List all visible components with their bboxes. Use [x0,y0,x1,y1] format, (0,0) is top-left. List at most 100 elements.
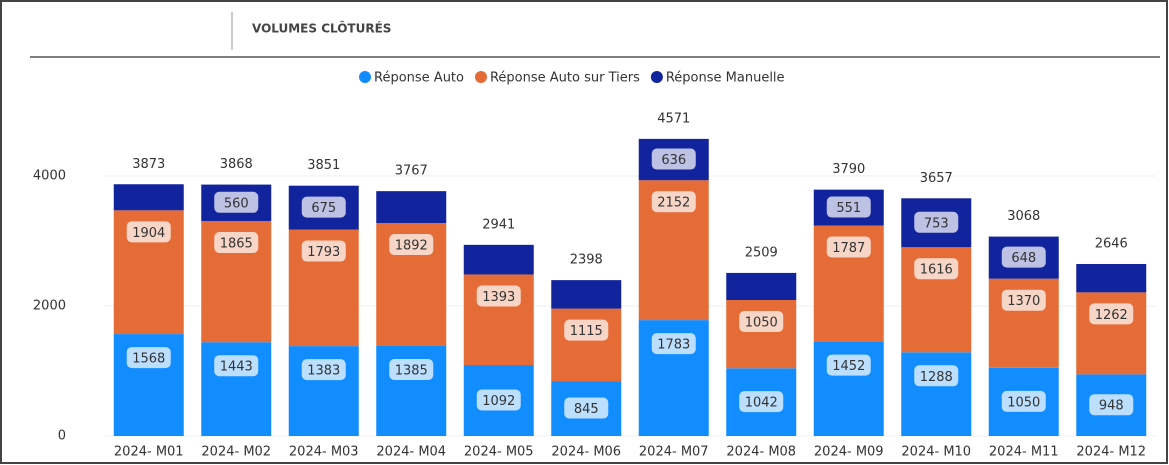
total-label: 3851 [307,158,340,173]
data-label: 845 [574,402,599,417]
x-tick-label: 2024- M10 [901,445,971,460]
x-tick-label: 2024- M02 [201,445,271,460]
data-label: 1262 [1095,308,1128,323]
data-label: 1865 [220,236,253,251]
data-label-bg [1001,390,1046,412]
data-label-bg [389,358,434,380]
data-label-bg [476,285,521,307]
x-tick-label: 2024- M06 [551,445,621,460]
data-label-bg [739,391,784,413]
legend-marker [650,71,663,83]
legend-label: Réponse Manuelle [666,71,785,86]
total-label: 3790 [832,162,865,177]
x-tick-label: 2024- M04 [376,445,446,460]
data-label-bg [1089,394,1134,416]
data-label: 1092 [482,394,515,409]
x-tick-label: 2024- M01 [114,445,184,460]
data-label-bg [214,231,259,253]
data-label-bg [914,258,959,280]
total-label: 3657 [920,171,953,186]
total-label: 3868 [220,157,253,172]
data-label: 1787 [832,241,865,256]
x-tick-label: 2024- M03 [289,445,359,460]
bar-segment [1076,264,1147,293]
data-label: 1050 [745,316,778,331]
data-label-bg [389,233,434,255]
total-label: 3068 [1007,209,1040,224]
x-tick-label: 2024- M11 [989,445,1059,460]
data-label-bg [651,191,696,213]
data-label-bg [564,319,609,341]
data-label: 1042 [745,396,778,411]
x-tick-label: 2024- M05 [464,445,534,460]
bar-segment [463,244,534,275]
data-label-bg [301,240,346,262]
data-label: 636 [661,153,686,168]
data-label-bg [826,236,871,258]
header-title: VOLUMES CLÔTURÉS [252,21,391,36]
data-label-bg [1089,303,1134,325]
bar-segment [113,184,184,211]
legend-label: Réponse Auto [374,71,464,86]
legend-marker [474,71,487,83]
data-label: 2152 [657,196,690,211]
legend-label: Réponse Auto sur Tiers [490,71,640,86]
data-label: 1115 [570,324,603,339]
x-tick-label: 2024- M12 [1076,445,1146,460]
data-label: 675 [311,201,336,216]
x-tick-label: 2024- M09 [814,445,884,460]
data-label-bg [301,359,346,381]
data-label: 1383 [307,364,340,379]
y-tick-label: 2000 [33,299,66,314]
total-label: 3873 [132,157,165,172]
data-label-bg [739,311,784,333]
total-label: 2509 [745,245,778,260]
bar-segment [901,352,972,436]
data-label-bg [826,354,871,376]
bar-segment [551,308,622,382]
y-tick-label: 4000 [33,169,66,184]
x-tick-label: 2024- M07 [639,445,709,460]
bar-segment [726,272,797,301]
data-label-bg [564,397,609,419]
legend-marker [359,71,371,83]
data-label-bg [651,333,696,355]
total-label: 2941 [482,217,515,232]
total-label: 3767 [395,164,428,179]
data-label-bg [476,389,521,411]
data-label: 551 [836,201,861,216]
data-label: 1904 [132,226,165,241]
total-label: 2646 [1095,237,1128,252]
data-label: 1616 [920,263,953,278]
data-label: 1793 [307,245,340,260]
data-label: 1443 [220,360,253,375]
data-label-bg [826,196,871,218]
data-label-bg [651,148,696,170]
total-label: 4571 [657,111,690,126]
data-label-bg [1001,246,1046,268]
data-label: 1393 [482,290,515,305]
data-label: 560 [224,196,249,211]
data-label: 648 [1011,251,1036,266]
data-label: 1288 [920,370,953,385]
data-label: 948 [1099,399,1124,414]
data-label: 1050 [1007,395,1040,410]
data-label-bg [914,211,959,233]
data-label-bg [126,347,171,369]
data-label-bg [126,221,171,243]
data-label: 1452 [832,359,865,374]
bar-segment [551,280,622,309]
data-label: 1892 [395,238,428,253]
bar-segment [376,191,447,223]
data-label-bg [214,355,259,377]
data-label-bg [1001,289,1046,311]
y-tick-label: 0 [58,429,66,444]
data-label-bg [301,196,346,218]
data-label-bg [914,365,959,387]
data-label: 1385 [395,363,428,378]
x-tick-label: 2024- M08 [726,445,796,460]
data-label-bg [214,191,259,213]
bar-segment [726,300,797,369]
data-label: 1568 [132,352,165,367]
